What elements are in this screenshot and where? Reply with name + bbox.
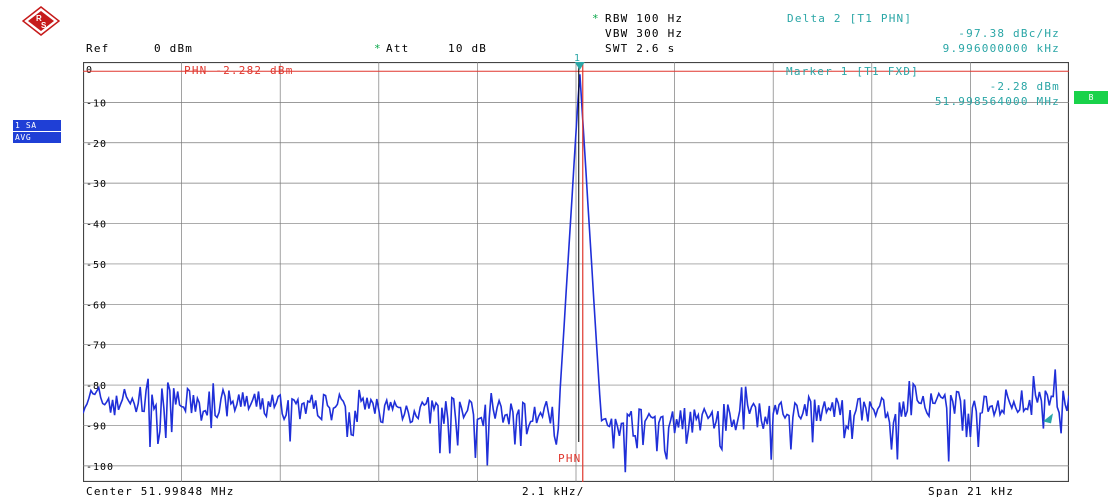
y-axis-labels: 0 -10 -20 -30 -40 -50 -60 -70 -80 -90 -100 xyxy=(86,65,114,473)
marker-1-level: -2.28 dBm xyxy=(989,80,1060,93)
phn-line-label: PHN -2.282 dBm xyxy=(184,64,294,77)
att-label: Att xyxy=(386,42,410,55)
marker-1-frequency: 51.998564000 MHz xyxy=(934,95,1060,108)
rbw-asterisk: * xyxy=(592,12,600,25)
y-tick-label: -100 xyxy=(86,462,114,473)
delta-marker-frequency: 9.996000000 kHz xyxy=(942,42,1060,55)
detector-badge: AVG xyxy=(13,132,61,143)
svg-text:R: R xyxy=(36,14,42,23)
delta-marker-level: -97.38 dBc/Hz xyxy=(958,27,1060,40)
marker-1-triangle xyxy=(574,62,585,70)
span: Span 21 kHz xyxy=(928,485,1015,498)
center-frequency: Center 51.99848 MHz xyxy=(86,485,235,498)
phn-bottom-label: PHN xyxy=(558,452,582,465)
y-tick-label: -20 xyxy=(86,139,107,150)
spectrum-plot: 0 -10 -20 -30 -40 -50 -60 -70 -80 -90 -100 xyxy=(83,62,1069,482)
att-asterisk: * xyxy=(374,42,382,55)
rbw-setting: RBW 100 Hz xyxy=(605,12,684,25)
trace-badge: 1 SA xyxy=(13,120,61,131)
sweep-time: SWT 2.6 s xyxy=(605,42,676,55)
ref-label: Ref xyxy=(86,42,110,55)
y-tick-label: -80 xyxy=(86,381,107,392)
rohde-schwarz-logo: R S xyxy=(22,6,60,36)
y-tick-label: -70 xyxy=(86,341,107,352)
frequency-per-division: 2.1 kHz/ xyxy=(522,485,585,498)
y-tick-label: -50 xyxy=(86,260,107,271)
marker-1-number: 1 xyxy=(574,53,582,64)
svg-text:S: S xyxy=(41,21,47,30)
y-tick-label: 0 xyxy=(86,65,93,76)
y-tick-label: -60 xyxy=(86,300,107,311)
ref-value: 0 dBm xyxy=(154,42,194,55)
att-value: 10 dB xyxy=(448,42,488,55)
delta-marker-title: Delta 2 [T1 PHN] xyxy=(787,12,913,25)
y-tick-label: -10 xyxy=(86,98,107,109)
marker-1-title: Marker 1 [T1 FXD] xyxy=(786,65,919,78)
vbw-setting: VBW 300 Hz xyxy=(605,27,684,40)
marker-2-triangle xyxy=(1043,413,1053,424)
b-tag: B xyxy=(1074,91,1108,104)
y-tick-label: -40 xyxy=(86,220,107,231)
y-tick-label: -90 xyxy=(86,421,107,432)
spectrum-trace xyxy=(83,74,1069,473)
y-tick-label: -30 xyxy=(86,179,107,190)
